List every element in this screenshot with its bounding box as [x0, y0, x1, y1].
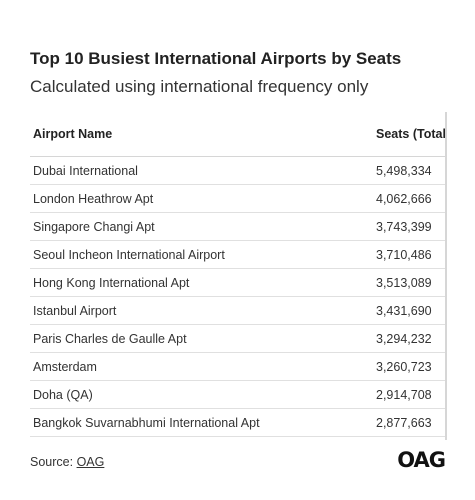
- table-row: Paris Charles de Gaulle Apt 3,294,232: [30, 324, 445, 353]
- column-header-airport-name: Airport Name: [30, 112, 374, 157]
- airport-name-cell: Bangkok Suvarnabhumi International Apt: [30, 408, 374, 437]
- airports-table: Airport Name Seats (Total Dubai Internat…: [30, 112, 445, 437]
- table-row: Istanbul Airport 3,431,690: [30, 296, 445, 325]
- table-row: Amsterdam 3,260,723: [30, 352, 445, 381]
- table-header-row: Airport Name Seats (Total: [30, 112, 445, 157]
- seats-cell: 3,431,690: [374, 296, 445, 325]
- airport-name-cell: Doha (QA): [30, 380, 374, 409]
- seats-cell: 5,498,334: [374, 156, 445, 185]
- seats-cell: 2,914,708: [374, 380, 445, 409]
- table-scroll-edge: [445, 112, 447, 440]
- airport-name-cell: Seoul Incheon International Airport: [30, 240, 374, 269]
- airport-name-cell: Istanbul Airport: [30, 296, 374, 325]
- table-row: Doha (QA) 2,914,708: [30, 380, 445, 409]
- column-header-seats: Seats (Total: [374, 112, 445, 157]
- oag-logo: OAG: [397, 448, 446, 472]
- seats-cell: 3,710,486: [374, 240, 445, 269]
- table-row: Singapore Changi Apt 3,743,399: [30, 212, 445, 241]
- table-row: Bangkok Suvarnabhumi International Apt 2…: [30, 408, 445, 437]
- seats-cell: 3,294,232: [374, 324, 445, 353]
- airport-name-cell: London Heathrow Apt: [30, 184, 374, 213]
- table-row: Seoul Incheon International Airport 3,71…: [30, 240, 445, 269]
- seats-cell: 3,260,723: [374, 352, 445, 381]
- table-row: Hong Kong International Apt 3,513,089: [30, 268, 445, 297]
- seats-cell: 2,877,663: [374, 408, 445, 437]
- table-row: Dubai International 5,498,334: [30, 156, 445, 185]
- source-label: Source:: [30, 455, 77, 469]
- table-title: Top 10 Busiest International Airports by…: [30, 49, 402, 68]
- table-subtitle: Calculated using international frequency…: [30, 77, 369, 96]
- airport-name-cell: Singapore Changi Apt: [30, 212, 374, 241]
- airport-name-cell: Dubai International: [30, 156, 374, 185]
- airport-name-cell: Hong Kong International Apt: [30, 268, 374, 297]
- source-link[interactable]: OAG: [76, 455, 105, 469]
- source-note: Source: OAG: [30, 455, 104, 469]
- airports-table-container[interactable]: Airport Name Seats (Total Dubai Internat…: [30, 112, 445, 440]
- seats-cell: 4,062,666: [374, 184, 445, 213]
- airport-name-cell: Amsterdam: [30, 352, 374, 381]
- seats-cell: 3,513,089: [374, 268, 445, 297]
- seats-cell: 3,743,399: [374, 212, 445, 241]
- airport-name-cell: Paris Charles de Gaulle Apt: [30, 324, 374, 353]
- table-row: London Heathrow Apt 4,062,666: [30, 184, 445, 213]
